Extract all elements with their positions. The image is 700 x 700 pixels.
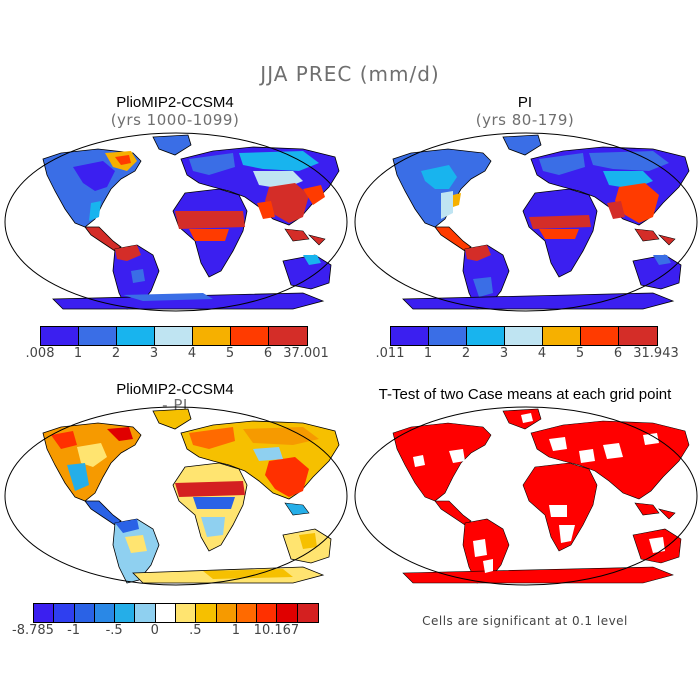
map-bottom-left-land — [42, 408, 340, 584]
map-top-right-border — [354, 132, 698, 312]
colorbar-tick-label: 5 — [575, 346, 585, 361]
colorbar-tick-label: 4 — [537, 346, 547, 361]
colorbar-tick-label: 2 — [111, 346, 121, 361]
colorbar-tick-label: 1 — [73, 346, 83, 361]
colorbar-tick-label: 37.001 — [283, 346, 329, 361]
bottom-left-swatch — [216, 604, 237, 622]
significance-note: Cells are significant at 0.1 level — [422, 614, 628, 628]
top-right-swatch — [391, 327, 429, 345]
colorbar-tick-label: 0 — [150, 623, 159, 638]
top-left-swatch — [79, 327, 117, 345]
panel-subtitle-top-right: (yrs 80-179) — [475, 111, 575, 129]
bottom-left-swatch — [135, 604, 156, 622]
bottom-left-swatch — [236, 604, 258, 622]
top-right-swatch — [505, 327, 543, 345]
map-bottom-left — [4, 406, 348, 586]
top-right-swatch — [581, 327, 619, 345]
panel-title-top-left: PlioMIP2-CCSM4 — [116, 94, 234, 111]
panel-title-bottom-right: T-Test of two Case means at each grid po… — [378, 386, 672, 403]
map-top-right — [354, 132, 698, 312]
colorbar-tick-label: 3 — [499, 346, 509, 361]
bottom-left-swatch — [175, 604, 197, 622]
panel-subtitle-top-left: (yrs 1000-1099) — [110, 111, 240, 129]
colorbar-tick-label: .5 — [189, 623, 202, 638]
map-bottom-right-nonsignificant — [413, 413, 665, 573]
map-top-left — [4, 132, 348, 312]
colorbar-tick-label: 6 — [613, 346, 623, 361]
bottom-left-swatch — [94, 604, 116, 622]
map-bottom-right-border — [354, 406, 698, 586]
bottom-left-swatch — [155, 604, 176, 622]
colorbar-tick-label: .011 — [375, 346, 405, 361]
colorbar-tick-label: .008 — [25, 346, 55, 361]
top-left-swatch — [117, 327, 155, 345]
top-left-swatch — [155, 327, 193, 345]
map-top-left-border — [4, 132, 348, 312]
colorbar-tick-label: 2 — [461, 346, 471, 361]
colorbar-bottom-left — [33, 603, 319, 623]
bottom-left-swatch — [54, 604, 75, 622]
colorbar-tick-label: 3 — [149, 346, 159, 361]
top-right-swatch — [543, 327, 581, 345]
bottom-left-swatch — [115, 604, 136, 622]
top-left-swatch — [231, 327, 269, 345]
top-right-swatch — [619, 327, 657, 345]
map-bottom-left-border — [4, 406, 348, 586]
colorbar-tick-label: -8.785 — [12, 623, 54, 638]
bottom-left-swatch — [74, 604, 95, 622]
colorbar-tick-label: 5 — [225, 346, 235, 361]
bottom-left-swatch — [196, 604, 217, 622]
panel-title-bottom-left: PlioMIP2-CCSM4 — [116, 381, 234, 398]
map-bottom-right — [354, 406, 698, 586]
colorbar-tick-label: -1 — [67, 623, 81, 638]
top-right-swatch — [429, 327, 467, 345]
main-title: JJA PREC (mm/d) — [260, 62, 440, 86]
colorbar-tick-label: -.5 — [105, 623, 123, 638]
bottom-left-swatch — [257, 604, 278, 622]
bottom-left-swatch — [277, 604, 298, 622]
colorbar-tick-label: 4 — [187, 346, 197, 361]
top-left-swatch — [193, 327, 231, 345]
colorbar-tick-label: 10.167 — [253, 623, 300, 638]
top-left-swatch — [269, 327, 307, 345]
colorbar-top-right — [390, 326, 658, 346]
colorbar-tick-label: 6 — [263, 346, 273, 361]
colorbar-tick-label: 1 — [423, 346, 433, 361]
panel-title-top-right: PI — [517, 94, 533, 111]
map-top-left-land — [42, 134, 340, 310]
top-right-swatch — [467, 327, 505, 345]
top-left-swatch — [41, 327, 79, 345]
colorbar-top-left — [40, 326, 308, 346]
colorbar-tick-label: 31.943 — [633, 346, 679, 361]
map-top-right-land — [392, 134, 690, 310]
colorbar-tick-label: 1 — [231, 623, 240, 638]
bottom-left-swatch — [34, 604, 55, 622]
bottom-left-swatch — [297, 604, 318, 622]
